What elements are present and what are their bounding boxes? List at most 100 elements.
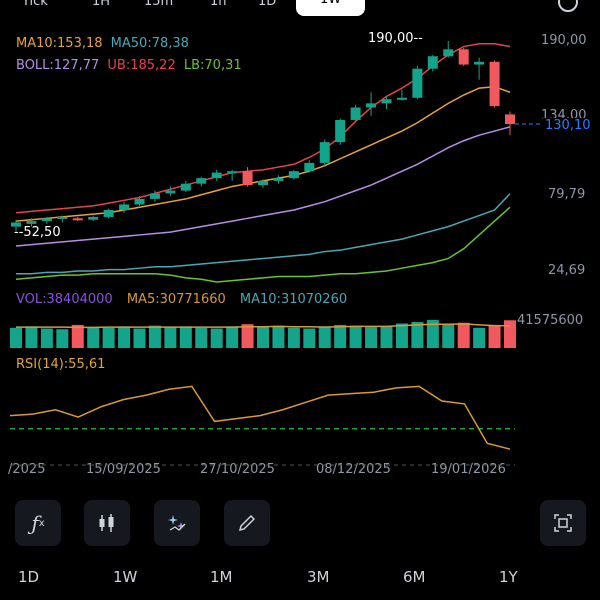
period-1d[interactable]: 1D [18, 568, 40, 586]
candle-body [443, 49, 454, 57]
candle-body [134, 198, 145, 205]
candle-body [458, 49, 469, 65]
price-axis-24: 24,69 [548, 263, 586, 278]
gear-icon[interactable] [558, 0, 578, 12]
volume-bar [473, 327, 486, 348]
lb-line [15, 206, 511, 283]
tab-1h-upper[interactable]: 1H [92, 0, 111, 9]
volume-bar [226, 326, 239, 348]
candle-body [119, 204, 130, 211]
rsi-legend: RSI(14):55,61 [16, 357, 106, 372]
ma50-line [16, 193, 511, 275]
volume-bar [164, 327, 177, 348]
volume-legend: VOL:38404000 MA5:30771660 MA10:31070260 [16, 292, 347, 307]
candle-body [180, 183, 191, 191]
period-3m[interactable]: 3M [307, 568, 330, 586]
candle-body [350, 107, 361, 120]
candle-body [427, 56, 438, 69]
candle-body [72, 218, 83, 221]
candle-body [304, 162, 315, 172]
ub-line [15, 43, 511, 214]
volume-bar [87, 327, 100, 348]
volume-bar [303, 328, 316, 348]
vol-ma10-legend: MA10:31070260 [239, 292, 348, 307]
candle-body [227, 171, 238, 174]
date-label-4: 19/01/2026 [431, 462, 506, 477]
volume-bar [10, 327, 22, 348]
price-axis-190: 190,00 [541, 33, 587, 48]
volume-ma5-line [16, 323, 511, 329]
volume-bar [148, 325, 161, 348]
volume-bar [102, 327, 115, 348]
lb-legend: LB:70,31 [183, 58, 242, 73]
volume-bar [426, 319, 439, 348]
candle-body [196, 178, 207, 184]
volume-bar [411, 322, 424, 348]
ma50-legend: MA50:78,38 [110, 36, 189, 51]
volume-bar [349, 325, 362, 348]
volume-bar [118, 326, 131, 348]
volume-bar [71, 324, 84, 348]
current-price-label: 130,10 [543, 118, 593, 133]
period-1m[interactable]: 1M [210, 568, 233, 586]
candle-icon[interactable] [84, 500, 130, 546]
pencil-svg [238, 514, 256, 532]
volume-bar [210, 328, 223, 348]
volume-bar [318, 326, 331, 348]
ub-legend: UB:185,22 [107, 58, 176, 73]
period-1y[interactable]: 1Y [499, 568, 518, 586]
volume-max-label: 41575600 [517, 313, 584, 328]
ma10-legend: MA10:153,18 [16, 36, 103, 51]
vol-legend: VOL:38404000 [16, 292, 113, 307]
candle-body [26, 221, 37, 224]
candle-body [288, 171, 299, 179]
candle-body [489, 61, 500, 107]
candle-body [242, 171, 253, 186]
volume-bar [257, 327, 269, 348]
candle-body [149, 193, 160, 199]
ai-sparkle-icon[interactable] [154, 500, 200, 546]
vol-ma5-legend: MA5:30771660 [126, 292, 226, 307]
min-price-label: --52,50 [14, 225, 61, 240]
price-axis-79: 79,79 [548, 187, 586, 202]
tab-1w[interactable]: 1W [296, 0, 366, 16]
max-price-label: 190,00-- [368, 31, 423, 46]
candle-body [41, 218, 52, 222]
candle-body [57, 216, 68, 219]
price-legend-row-2: BOLL:127,77 UB:185,22 LB:70,31 [16, 58, 242, 73]
tab-15m[interactable]: 15m [144, 0, 174, 9]
volume-bar [56, 329, 69, 348]
tab-1d[interactable]: 1D [258, 0, 277, 9]
candle-body [412, 68, 423, 98]
function-glyph: ƒ [31, 511, 39, 535]
candle-body [11, 222, 21, 227]
period-6m[interactable]: 6M [403, 568, 426, 586]
timeframe-tabs: Tick 1H 15m 1h 1D 1W [0, 0, 600, 18]
volume-bar [504, 320, 516, 348]
candle-body [366, 103, 377, 108]
fullscreen-svg [554, 514, 572, 532]
volume-bar [195, 327, 208, 348]
candle-body [505, 114, 515, 124]
tab-tick[interactable]: Tick [22, 0, 48, 9]
candle-body [103, 210, 114, 217]
tab-1h[interactable]: 1h [210, 0, 227, 9]
pencil-icon[interactable] [224, 500, 270, 546]
volume-bar [287, 327, 300, 348]
fullscreen-icon[interactable] [540, 500, 586, 546]
volume-bar [133, 328, 146, 348]
volume-bar [272, 325, 285, 348]
volume-bar [40, 328, 53, 348]
candlestick-chart[interactable] [0, 0, 600, 480]
volume-bar [241, 324, 254, 348]
price-legend-row-1: MA10:153,18 MA50:78,38 [16, 36, 189, 51]
date-label-0: /2025 [8, 462, 46, 477]
ai-sparkle-svg [168, 515, 186, 531]
period-1w[interactable]: 1W [113, 568, 138, 586]
candle-body [335, 119, 346, 143]
candle-body [381, 99, 392, 104]
volume-bar [365, 327, 378, 348]
volume-bar [488, 324, 501, 348]
